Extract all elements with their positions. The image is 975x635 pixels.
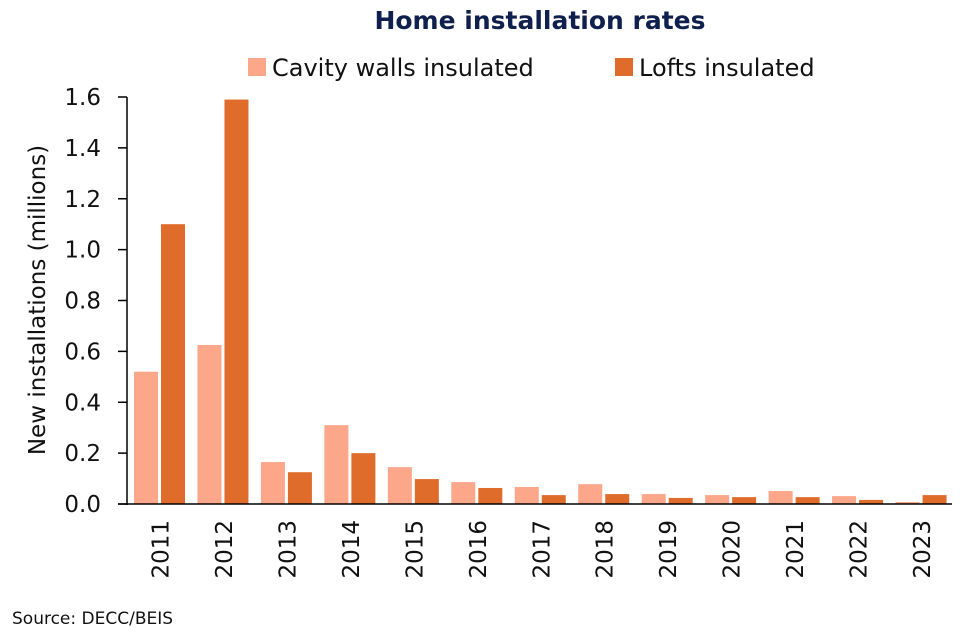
x-tick-label: 2016 bbox=[466, 520, 492, 579]
y-tick-label: 0.4 bbox=[64, 390, 101, 416]
bar-cavity-walls-2013 bbox=[260, 462, 285, 504]
bar-cavity-walls-2019 bbox=[641, 494, 666, 504]
x-tick-label: 2013 bbox=[275, 520, 301, 579]
bar-cavity-walls-2016 bbox=[451, 482, 476, 504]
chart-title: Home installation rates bbox=[374, 6, 705, 35]
legend-swatch-lofts bbox=[615, 58, 633, 76]
x-axis: 2011 2012 2013 2014 2015 2016 2017 2018 2019 2020… bbox=[149, 520, 937, 579]
bar-cavity-walls-2015 bbox=[387, 467, 412, 504]
bar-cavity-walls-2023 bbox=[895, 501, 920, 504]
y-tick-label: 0.8 bbox=[64, 289, 101, 315]
y-tick-label: 1.4 bbox=[64, 136, 101, 162]
bar-lofts-2013 bbox=[287, 472, 312, 504]
bar-lofts-2017 bbox=[541, 495, 566, 504]
bar-lofts-2015 bbox=[414, 479, 439, 504]
source-note: Source: DECC/BEIS bbox=[12, 609, 173, 629]
x-tick-label: 2023 bbox=[910, 520, 936, 579]
y-axis: 0.0 0.2 0.4 0.6 0.8 1.0 1.2 1.4 1.6 bbox=[64, 85, 127, 518]
x-tick-label: 2022 bbox=[847, 520, 873, 579]
y-tick-label: 1.0 bbox=[64, 238, 101, 264]
x-tick-label: 2012 bbox=[212, 520, 238, 579]
legend-label-cavity-walls: Cavity walls insulated bbox=[272, 54, 534, 82]
bar-lofts-2018 bbox=[605, 494, 630, 504]
bar-cavity-walls-2017 bbox=[514, 486, 539, 504]
bars bbox=[134, 99, 947, 504]
y-tick-label: 0.0 bbox=[64, 492, 101, 518]
bar-lofts-2023 bbox=[922, 495, 947, 504]
bar-cavity-walls-2020 bbox=[705, 495, 730, 504]
bar-lofts-2016 bbox=[478, 487, 503, 504]
x-tick-label: 2017 bbox=[529, 520, 555, 579]
bar-cavity-walls-2022 bbox=[832, 496, 857, 504]
x-tick-label: 2020 bbox=[720, 520, 746, 579]
x-tick-label: 2018 bbox=[593, 520, 619, 579]
x-tick-label: 2011 bbox=[149, 520, 175, 579]
legend-label-lofts: Lofts insulated bbox=[639, 54, 815, 82]
bar-cavity-walls-2014 bbox=[324, 425, 349, 504]
y-tick-label: 0.6 bbox=[64, 339, 101, 365]
x-tick-label: 2014 bbox=[339, 520, 365, 579]
bar-cavity-walls-2012 bbox=[197, 345, 222, 504]
bar-cavity-walls-2021 bbox=[768, 491, 793, 504]
bar-cavity-walls-2011 bbox=[134, 371, 158, 504]
bar-lofts-2020 bbox=[732, 497, 757, 504]
bar-lofts-2012 bbox=[224, 99, 249, 504]
y-tick-label: 1.6 bbox=[64, 85, 101, 111]
y-tick-label: 1.2 bbox=[64, 187, 101, 213]
x-tick-label: 2021 bbox=[783, 520, 809, 579]
y-tick-label: 0.2 bbox=[64, 441, 101, 467]
bar-lofts-2022 bbox=[859, 499, 884, 504]
y-axis-label: New installations (millions) bbox=[25, 145, 51, 455]
bar-lofts-2011 bbox=[161, 224, 185, 504]
bar-lofts-2014 bbox=[351, 453, 376, 504]
bar-lofts-2019 bbox=[668, 497, 693, 504]
bar-cavity-walls-2018 bbox=[578, 484, 603, 504]
legend: Cavity walls insulated Lofts insulated bbox=[248, 54, 815, 82]
x-tick-label: 2015 bbox=[402, 520, 428, 579]
x-tick-label: 2019 bbox=[656, 520, 682, 579]
legend-swatch-cavity-walls bbox=[248, 58, 266, 76]
bar-lofts-2021 bbox=[795, 497, 820, 504]
